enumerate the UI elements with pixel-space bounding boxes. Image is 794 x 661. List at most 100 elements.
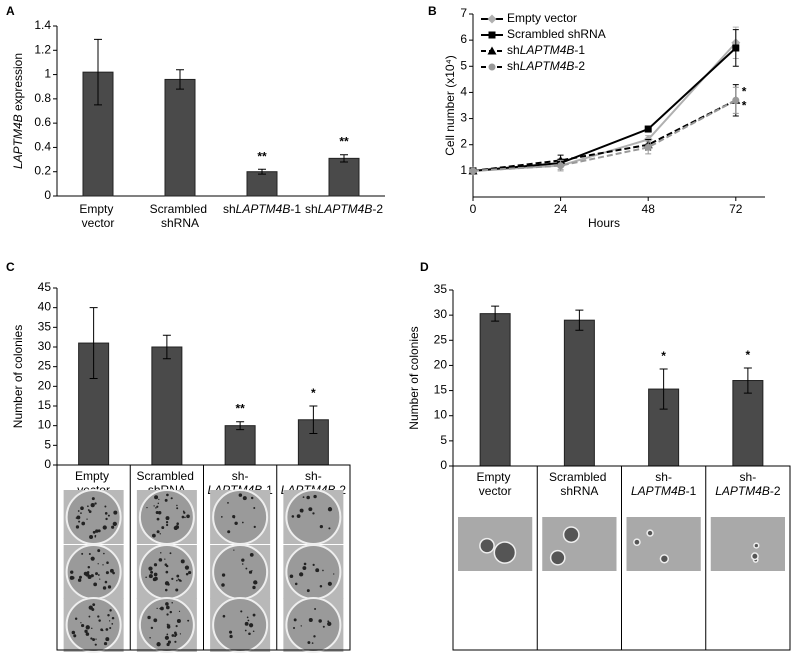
bar: [246, 171, 278, 197]
colony: [176, 504, 178, 507]
error-bar: [309, 405, 318, 435]
marker: [732, 44, 740, 52]
y-tick-label: 3: [460, 111, 467, 125]
colony: [479, 537, 495, 554]
y-tick-label: 5: [440, 433, 447, 447]
error-bar: [89, 307, 98, 379]
panel-letter: D: [420, 260, 429, 274]
colony: [165, 605, 170, 610]
colony: [80, 622, 82, 624]
y-tick-label: 25: [434, 332, 448, 346]
y-tick-label: 0: [440, 458, 447, 472]
annotation: **: [257, 149, 267, 163]
colony: [252, 630, 255, 633]
colony: [95, 529, 99, 533]
error-bar: [236, 421, 245, 431]
colony: [166, 633, 169, 636]
image-table: [56, 464, 351, 651]
colony: [81, 623, 85, 628]
colony: [77, 578, 82, 582]
y-tick-label: 0.2: [34, 164, 51, 178]
colony: [314, 607, 317, 610]
colony: [165, 570, 169, 574]
y-tick-label: 25: [38, 359, 52, 373]
colony: [308, 617, 313, 623]
y-tick-label: 0.4: [34, 140, 51, 154]
colony: [166, 623, 169, 626]
colony: [182, 510, 185, 513]
colony: [173, 525, 178, 531]
colony: [147, 615, 151, 620]
colony: [88, 552, 91, 556]
colony: [149, 637, 151, 639]
colony: [109, 568, 114, 573]
colony: [186, 514, 190, 519]
x-tick-label: 48: [642, 202, 656, 216]
colony: [97, 549, 101, 553]
x-tick-label: 72: [729, 202, 743, 216]
colony: [179, 579, 182, 582]
marker: [557, 162, 565, 170]
colony: [87, 566, 91, 569]
colony: [93, 582, 98, 587]
marker: [488, 31, 496, 39]
colony: [103, 641, 108, 646]
x-tick-label: 0: [470, 202, 477, 216]
colony: [91, 627, 93, 630]
annotation: *: [742, 98, 747, 112]
colony: [98, 619, 101, 622]
y-tick-label: 4: [460, 85, 467, 99]
colony: [102, 564, 104, 566]
x-tick-label: shLAPTM4B-2: [305, 202, 383, 216]
colony: [107, 585, 112, 589]
series-line: [472, 99, 737, 172]
colony: [105, 628, 109, 631]
colony: [327, 620, 330, 623]
colony: [160, 552, 162, 554]
colony: [169, 552, 172, 555]
colony: [294, 582, 298, 586]
colony: [319, 584, 323, 588]
colony: [111, 616, 115, 620]
colony: [312, 512, 315, 515]
colony: [166, 642, 170, 647]
colony: [92, 530, 96, 534]
colony: [146, 506, 148, 509]
colony: [165, 564, 169, 568]
colony: [249, 553, 254, 557]
colony: [301, 510, 303, 513]
colony: [104, 512, 108, 515]
colony: [164, 558, 166, 560]
colony: [233, 516, 236, 519]
legend-label: Empty vector: [507, 11, 577, 25]
colony: [88, 510, 92, 514]
annotation: **: [339, 135, 349, 149]
colony: [145, 576, 147, 579]
panel-letter: B: [428, 4, 437, 18]
colony: [303, 562, 307, 566]
colony: [312, 563, 315, 566]
colony: [187, 619, 190, 622]
colony: [112, 521, 117, 527]
colony: [168, 624, 171, 626]
colony: [176, 579, 178, 582]
colony: [185, 572, 189, 576]
colony: [79, 575, 82, 579]
colony: [166, 613, 169, 616]
error-bar: [176, 69, 184, 90]
colony: [107, 514, 110, 517]
colony: [174, 635, 177, 638]
colony: [252, 585, 256, 590]
colony: [322, 625, 325, 628]
colony: [308, 507, 313, 512]
y-tick-label: 0.6: [34, 115, 51, 129]
colony: [153, 505, 155, 507]
colony: [150, 626, 154, 630]
colony: [292, 626, 296, 630]
colony: [81, 552, 84, 555]
annotation: *: [742, 84, 747, 98]
colony: [753, 542, 760, 549]
colony: [164, 581, 170, 586]
x-tick-label: Empty vector: [79, 202, 116, 230]
